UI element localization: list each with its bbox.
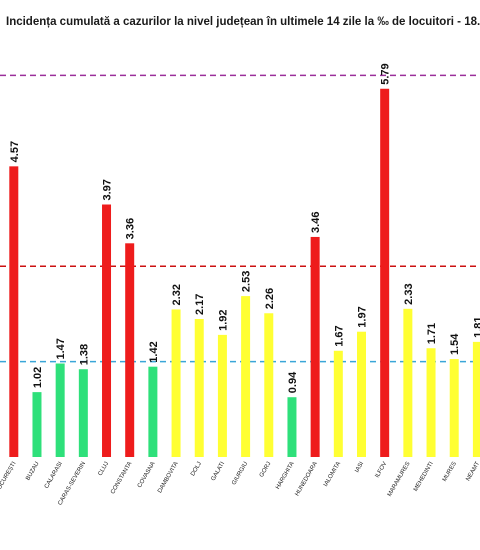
- bar-dambovita: [171, 309, 181, 457]
- bar-dolj: [194, 318, 204, 457]
- value-label-dambovita: 2.32: [171, 284, 183, 305]
- value-label-buzau: 1.02: [32, 367, 44, 388]
- value-label-neamt: 1.81: [472, 316, 480, 337]
- value-label-harghita: 0.94: [287, 371, 299, 393]
- category-label-neamt: NEAMT: [465, 461, 480, 482]
- value-label-cluj: 3.97: [102, 179, 114, 200]
- bar-mehedinti: [426, 348, 436, 457]
- category-label-ialomita: IALOMITA: [323, 461, 342, 488]
- value-label-ilfov: 5.79: [380, 63, 392, 84]
- bar-hunedoara: [310, 236, 320, 457]
- value-label-bucure-ti: 4.57: [9, 141, 21, 162]
- value-label-mures: 1.54: [449, 333, 461, 355]
- value-label-giurgiu: 2.53: [241, 271, 253, 292]
- chart-title: Incidența cumulată a cazurilor la nivel …: [6, 16, 480, 28]
- value-label-mehedinti: 1.71: [426, 323, 438, 344]
- category-label-gorj: GORJ: [259, 461, 273, 478]
- bar-bucure-ti: [9, 166, 19, 457]
- value-label-maramures: 2.33: [403, 283, 415, 304]
- category-label-ilfov: ILFOV: [375, 461, 389, 479]
- value-label-dolj: 2.17: [194, 294, 206, 315]
- bar-iasi: [357, 331, 366, 457]
- bar-maramures: [403, 308, 413, 457]
- bar-gorj: [264, 313, 274, 457]
- category-label-caras-severin: CARAS-SEVERIN: [57, 461, 87, 506]
- value-label-covasna: 1.42: [148, 341, 160, 362]
- value-label-galati: 1.92: [217, 309, 229, 330]
- bar-covasna: [148, 366, 158, 457]
- value-label-caras-severin: 1.38: [78, 344, 90, 365]
- category-label-dolj: DOLJ: [190, 461, 203, 477]
- bar-galati: [217, 334, 227, 457]
- category-label-mures: MURES: [442, 461, 458, 483]
- value-label-ialomita: 1.67: [333, 325, 345, 346]
- value-label-hunedoara: 3.46: [310, 212, 322, 233]
- bar-ilfov: [380, 88, 390, 458]
- category-label-calarasi: CALARASI: [44, 461, 64, 490]
- value-label-iasi: 1.97: [357, 306, 369, 327]
- bar-calarasi: [55, 363, 65, 457]
- value-label-calarasi: 1.47: [55, 338, 67, 359]
- category-label-hunedoara: HUNEDOARA: [295, 461, 319, 497]
- bar-cluj: [102, 204, 112, 457]
- category-label-constanta: CONSTANTA: [110, 461, 133, 495]
- category-label-harghita: HARGHITA: [275, 461, 295, 490]
- bar-harghita: [287, 397, 297, 457]
- value-label-constanta: 3.36: [125, 218, 137, 239]
- category-label-dambovita: DAMBOVITA: [157, 461, 180, 494]
- category-label-iasi: IASI: [354, 461, 365, 474]
- category-label-mehedinti: MEHEDINTI: [413, 461, 435, 493]
- bar-caras-severin: [78, 369, 88, 457]
- category-label-giurgiu: GIURGIU: [231, 461, 249, 486]
- bar-buzau: [32, 392, 42, 457]
- category-label-galati: GALATI: [211, 461, 227, 482]
- bar-mures: [449, 359, 459, 457]
- bar-neamt: [472, 341, 480, 457]
- category-label-buzau: BUZAU: [25, 461, 40, 482]
- value-label-gorj: 2.26: [264, 288, 276, 309]
- category-label-bucure-ti: BUCUREȘTI: [0, 461, 18, 494]
- bar-ialomita: [333, 350, 343, 457]
- category-label-cluj: CLUJ: [98, 461, 111, 477]
- bar-constanta: [125, 243, 135, 457]
- bar-giurgiu: [241, 296, 251, 457]
- category-label-covasna: COVASNA: [137, 461, 157, 489]
- category-label-maramures: MARAMURES: [387, 461, 412, 498]
